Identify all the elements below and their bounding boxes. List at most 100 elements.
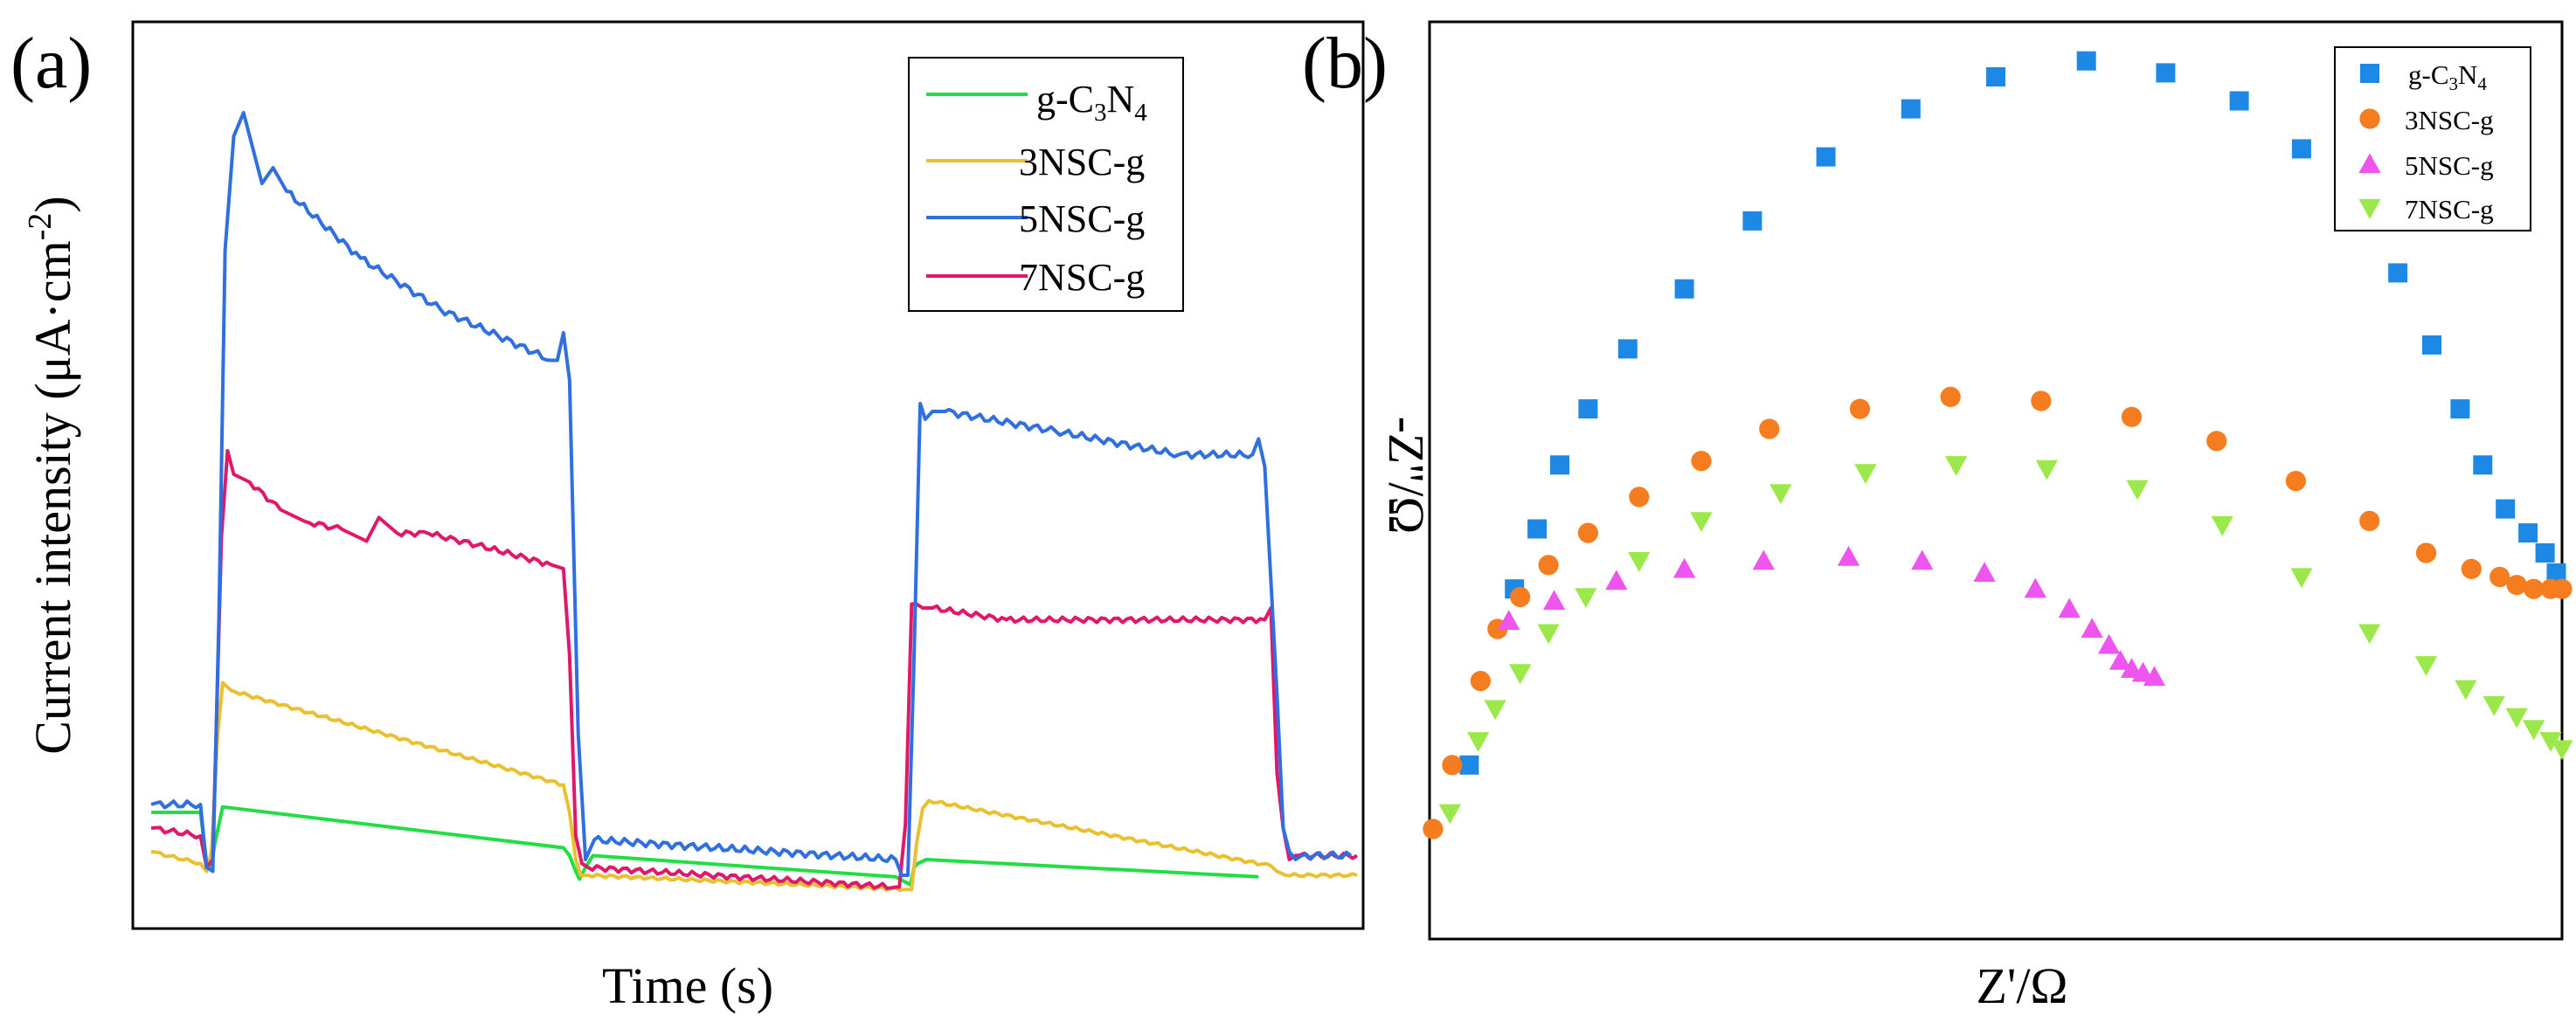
data-point-3NSC-g <box>2121 406 2143 427</box>
data-point-5NSC-g <box>1837 545 1860 566</box>
data-point-g-C3N4 <box>1742 211 1762 231</box>
data-point-3NSC-g <box>1470 671 1491 692</box>
panel-b-plot-frame <box>1428 20 2564 941</box>
data-point-7NSC-g <box>2414 656 2438 676</box>
series-line-5NSC-g <box>150 111 1353 877</box>
data-point-g-C3N4 <box>2473 455 2493 475</box>
data-point-5NSC-g <box>2024 577 2047 598</box>
data-point-g-C3N4 <box>1578 399 1598 419</box>
panel-b: (b) g-C3N4 3NSC-g 5NSC-g 7NSC-g Z'/Ω -Z'… <box>1302 20 2573 1014</box>
panel-a-x-axis-label: Time (s) <box>602 957 773 1014</box>
panel-b-y-axis-label: -Z''/Ω <box>1378 417 1435 535</box>
data-point-5NSC-g <box>1498 610 1520 630</box>
panel-b-series-markers <box>1423 51 2573 839</box>
panel-a-series-lines <box>150 111 1359 893</box>
legend-label-5NSC-g: 5NSC-g <box>1019 197 1145 240</box>
data-point-3NSC-g <box>2206 431 2227 452</box>
panel-a-y-axis-label: Current intensity (μA·cm-2) <box>22 196 81 754</box>
data-point-7NSC-g <box>1467 732 1490 752</box>
legend-label-3NSC-g-b: 3NSC-g <box>2405 105 2494 135</box>
data-point-g-C3N4 <box>2535 543 2555 563</box>
legend-label-3NSC-g: 3NSC-g <box>1019 141 1145 183</box>
data-point-7NSC-g <box>2505 708 2528 729</box>
data-point-g-C3N4 <box>2546 563 2566 583</box>
data-point-7NSC-g <box>2211 515 2233 536</box>
data-point-g-C3N4 <box>2229 91 2249 111</box>
legend-label-5NSC-g-b: 5NSC-g <box>2405 150 2494 181</box>
panel-a-legend: g-C3N4 3NSC-g 5NSC-g 7NSC-g <box>908 57 1184 312</box>
data-point-3NSC-g <box>1629 487 1650 508</box>
data-point-5NSC-g <box>1605 570 1628 591</box>
data-point-3NSC-g <box>1510 586 1531 608</box>
series-line-7NSC-g <box>150 449 1359 890</box>
data-point-3NSC-g <box>2506 575 2527 596</box>
data-point-3NSC-g <box>2285 471 2306 492</box>
panel-b-legend-markers <box>2358 64 2381 219</box>
data-point-7NSC-g <box>1769 484 1792 504</box>
data-point-7NSC-g <box>1575 588 1597 609</box>
legend-marker-NSC5 <box>2358 153 2381 174</box>
panel-a-plot-frame <box>131 20 1365 930</box>
data-point-g-C3N4 <box>2388 263 2408 283</box>
data-point-3NSC-g <box>1940 386 1961 407</box>
data-point-3NSC-g <box>2524 578 2545 599</box>
data-point-3NSC-g <box>2031 390 2052 411</box>
data-point-7NSC-g <box>2483 695 2505 716</box>
data-point-5NSC-g <box>1973 562 1996 583</box>
data-point-7NSC-g <box>2539 732 2562 752</box>
data-point-g-C3N4 <box>2518 523 2538 543</box>
data-point-3NSC-g <box>2489 566 2510 588</box>
data-point-g-C3N4 <box>1901 99 1921 119</box>
data-point-5NSC-g <box>1911 549 1934 570</box>
data-point-g-C3N4 <box>1527 519 1548 539</box>
legend-label-7NSC-g: 7NSC-g <box>1019 256 1145 299</box>
data-point-7NSC-g <box>2358 624 2381 645</box>
data-point-g-C3N4 <box>1550 455 1569 475</box>
data-point-7NSC-g <box>2290 568 2313 589</box>
panel-b-label: (b) <box>1302 23 1388 104</box>
data-point-g-C3N4 <box>1617 339 1638 359</box>
data-point-5NSC-g <box>1542 590 1566 611</box>
data-point-7NSC-g <box>1854 464 1877 485</box>
panel-a: (a) g-C3N4 3NSC-g 5NSC-g 7NSC-g Time (s)… <box>10 20 1365 1014</box>
data-point-3NSC-g <box>1759 418 1780 439</box>
data-point-g-C3N4 <box>1459 755 1479 775</box>
data-point-7NSC-g <box>2455 680 2477 701</box>
data-point-g-C3N4 <box>2156 63 2176 83</box>
data-point-7NSC-g <box>1438 804 1461 825</box>
data-point-5NSC-g <box>2109 650 2132 670</box>
data-point-5NSC-g <box>1672 557 1696 578</box>
data-point-3NSC-g <box>2359 510 2380 532</box>
data-point-5NSC-g <box>2097 633 2121 654</box>
data-point-3NSC-g <box>2552 578 2573 599</box>
series-line-3NSC-g <box>150 680 1358 893</box>
data-point-3NSC-g <box>1691 451 1712 472</box>
data-point-7NSC-g <box>2551 740 2573 761</box>
data-point-g-C3N4 <box>2450 399 2470 419</box>
data-point-7NSC-g <box>1944 456 1968 476</box>
data-point-7NSC-g <box>2126 480 2149 501</box>
data-point-g-C3N4 <box>1816 147 1836 167</box>
data-point-5NSC-g <box>2058 597 2081 618</box>
data-point-g-C3N4 <box>2076 51 2096 71</box>
legend-marker-NSC7 <box>2358 198 2381 219</box>
legend-marker-NSC3 <box>2359 108 2380 129</box>
panel-a-legend-box <box>908 57 1184 312</box>
data-point-3NSC-g <box>2461 558 2482 579</box>
data-point-3NSC-g <box>1538 555 1559 576</box>
data-point-3NSC-g <box>1577 522 1598 543</box>
data-point-g-C3N4 <box>1986 67 2005 86</box>
data-point-g-C3N4 <box>1674 279 1694 299</box>
data-point-3NSC-g <box>1442 755 1463 776</box>
panel-a-label: (a) <box>10 23 92 104</box>
data-point-7NSC-g <box>2035 459 2058 480</box>
data-point-5NSC-g <box>2143 666 2166 687</box>
legend-label-g-C3N4: g-C3N4 <box>1036 78 1147 127</box>
data-point-3NSC-g <box>1423 818 1444 839</box>
data-point-3NSC-g <box>2415 542 2437 563</box>
data-point-7NSC-g <box>1484 700 1506 721</box>
data-point-g-C3N4 <box>2496 499 2516 519</box>
data-point-7NSC-g <box>2522 720 2545 741</box>
legend-label-7NSC-g-b: 7NSC-g <box>2405 194 2494 224</box>
